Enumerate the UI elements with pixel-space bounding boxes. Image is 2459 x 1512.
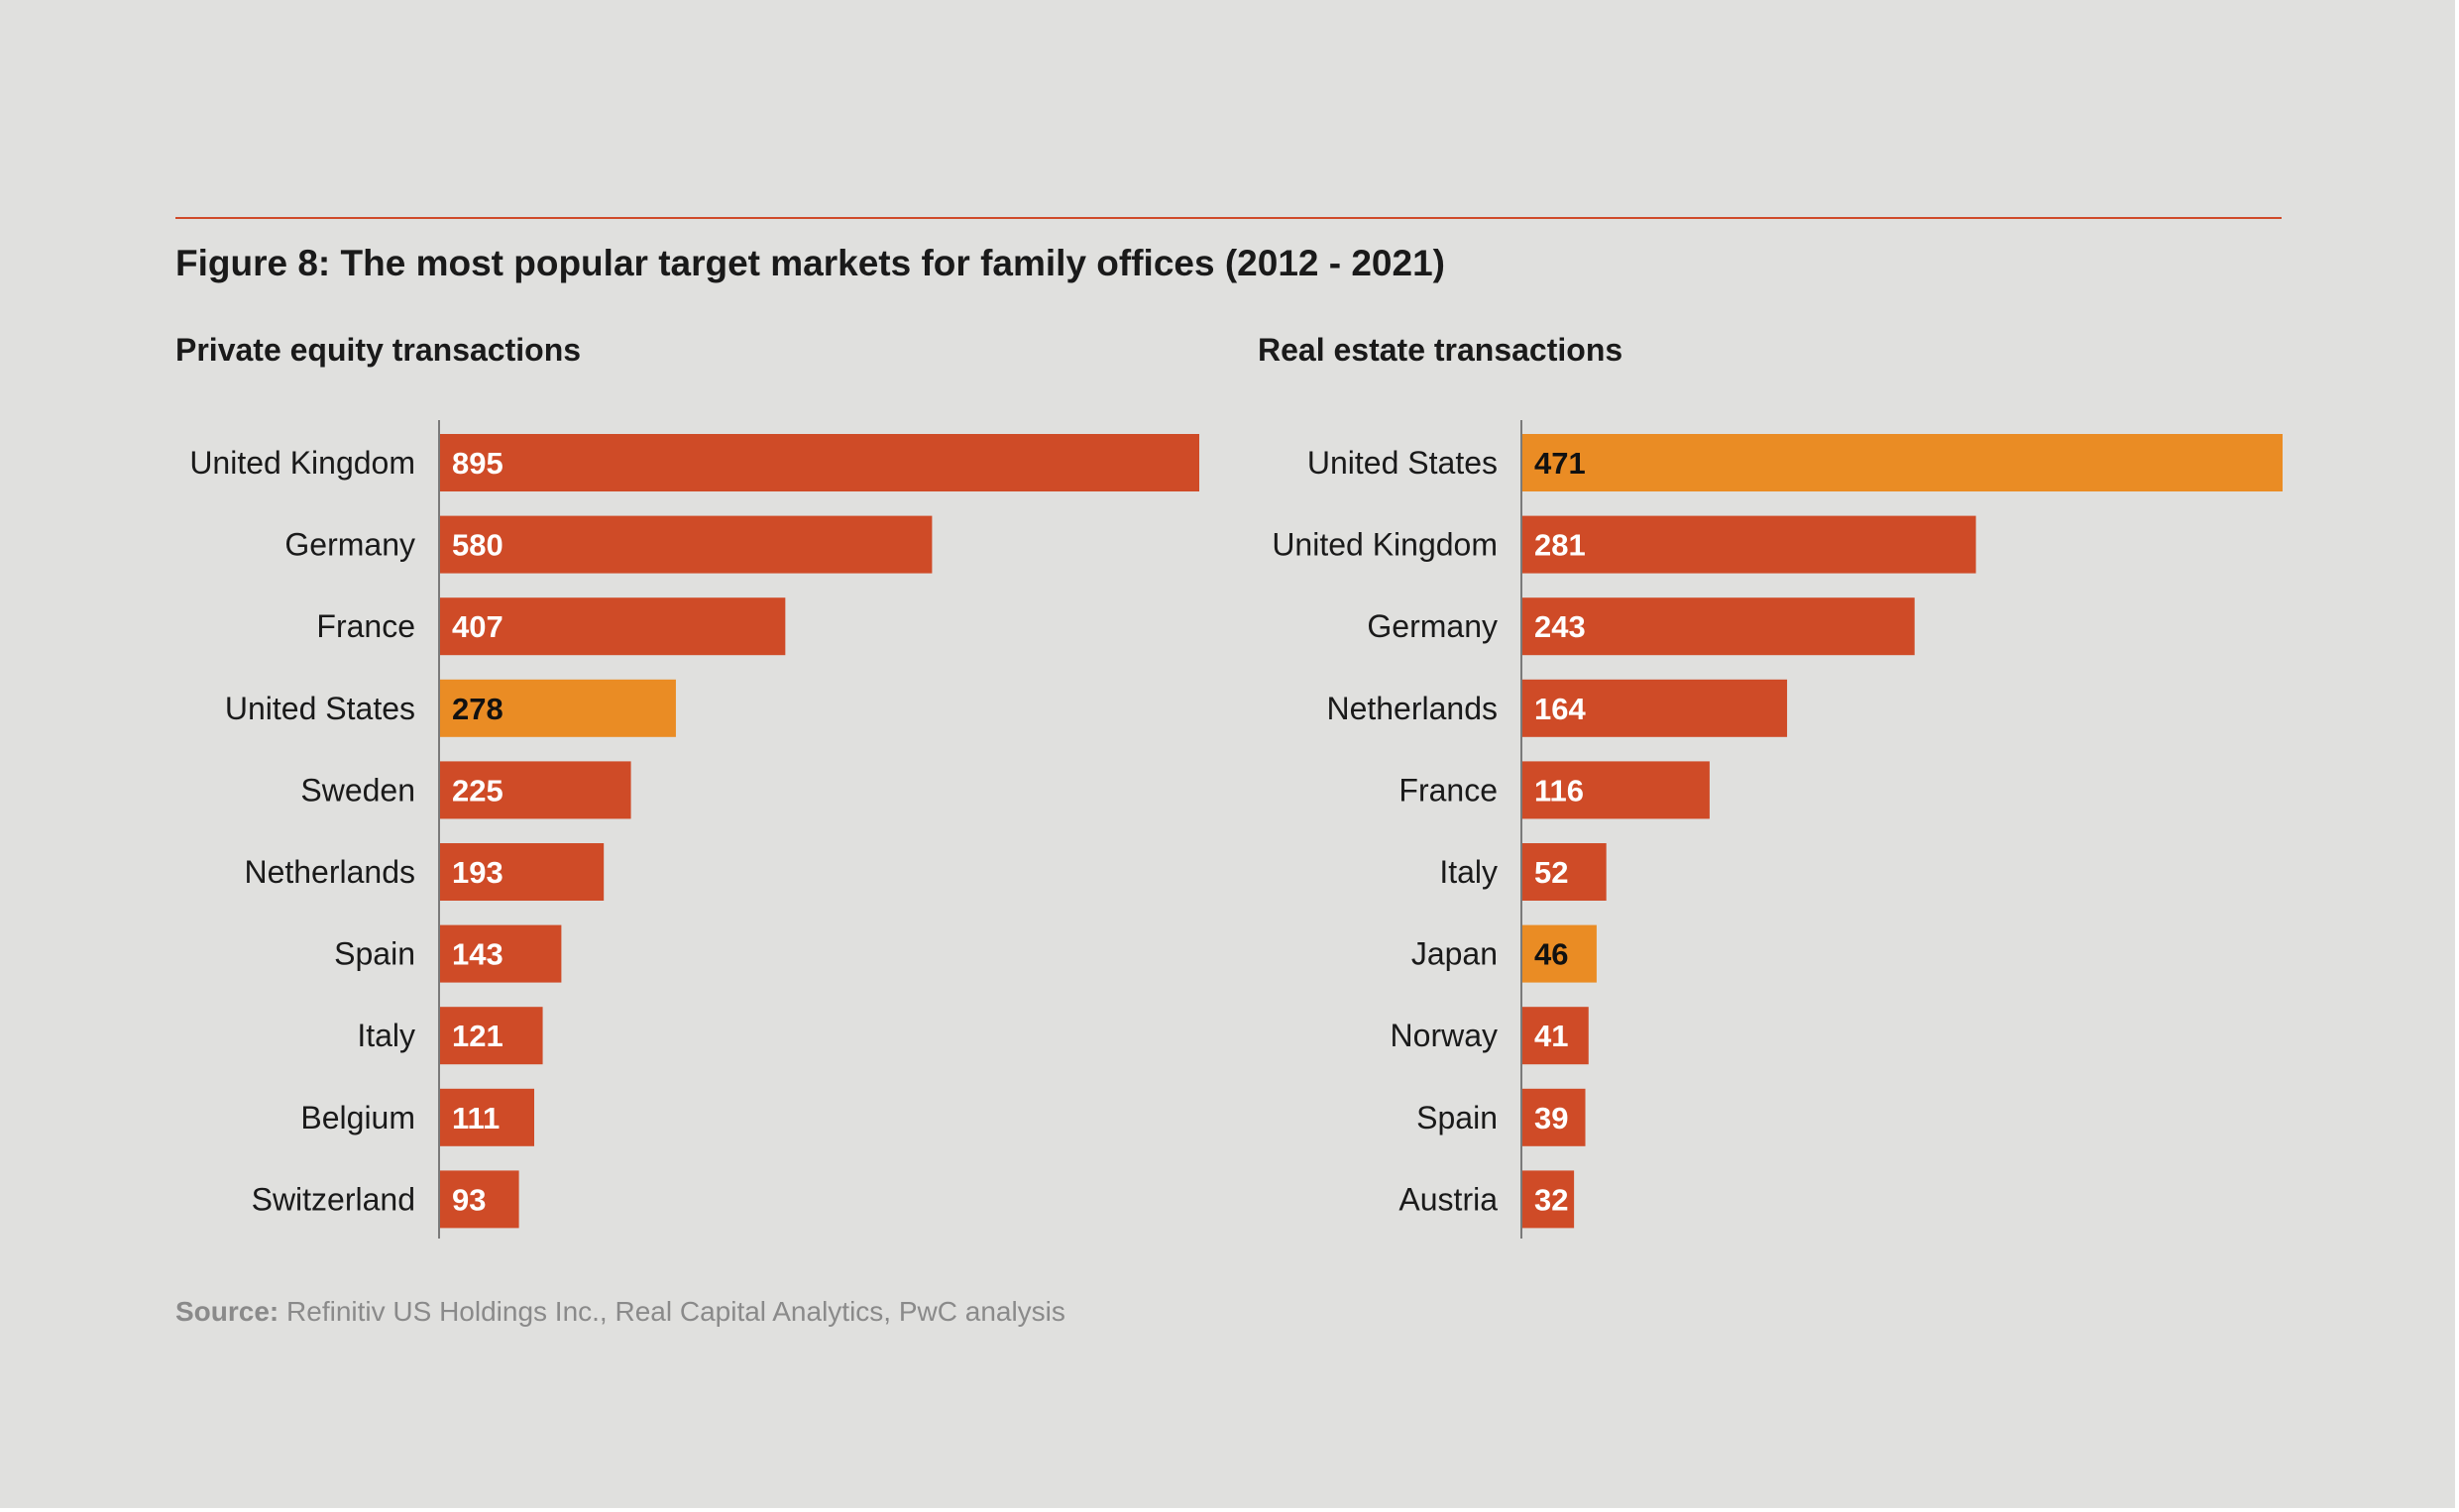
- data-label: 407: [452, 609, 503, 644]
- category-label: Japan: [1411, 936, 1498, 972]
- category-label: Netherlands: [244, 854, 415, 890]
- source-note: Source: Refinitiv US Holdings Inc., Real…: [175, 1296, 1065, 1327]
- bar: [1522, 597, 1915, 656]
- bar: [1522, 434, 2283, 491]
- data-label: 193: [452, 855, 503, 890]
- real-estate-chart: United States 471 United Kingdom 281 Germany…: [1272, 420, 2283, 1239]
- bar: [1522, 679, 1788, 737]
- data-label: 580: [452, 528, 503, 563]
- bar: [1522, 1088, 1586, 1146]
- data-label: 39: [1534, 1101, 1568, 1135]
- category-label: France: [1398, 772, 1498, 808]
- data-label: 52: [1534, 855, 1568, 890]
- bar: [440, 434, 1199, 491]
- data-label: 225: [452, 773, 503, 808]
- data-label: 471: [1534, 446, 1586, 481]
- bar: [1522, 1170, 1575, 1229]
- category-label: Germany: [1367, 608, 1498, 644]
- category-label: Sweden: [300, 772, 415, 808]
- data-label: 143: [452, 937, 503, 972]
- data-label: 278: [452, 692, 503, 726]
- bar: [440, 1007, 543, 1065]
- bar: [1522, 924, 1597, 983]
- category-label: Norway: [1391, 1018, 1498, 1053]
- category-label: France: [316, 608, 415, 644]
- figure-title: Figure 8: The most popular target market…: [175, 243, 1445, 283]
- bar: [440, 679, 676, 737]
- source-text: Refinitiv US Holdings Inc., Real Capital…: [279, 1296, 1065, 1327]
- data-label: 164: [1534, 692, 1586, 726]
- category-label: Italy: [357, 1018, 415, 1053]
- data-label: 243: [1534, 609, 1586, 644]
- data-label: 32: [1534, 1182, 1568, 1217]
- bar: [440, 597, 786, 656]
- title-rule: [175, 217, 2282, 219]
- source-label: Source:: [175, 1296, 279, 1327]
- data-label: 116: [1534, 773, 1584, 808]
- bar: [1522, 761, 1710, 819]
- bar: [440, 924, 562, 983]
- bar: [440, 843, 605, 901]
- category-label: United States: [1307, 445, 1498, 481]
- category-label: Germany: [284, 527, 415, 563]
- bar: [1522, 515, 1976, 574]
- data-label: 281: [1534, 528, 1586, 563]
- data-label: 111: [452, 1101, 500, 1135]
- bar: [440, 515, 933, 574]
- left-chart-title: Private equity transactions: [175, 332, 581, 368]
- data-label: 121: [452, 1019, 503, 1053]
- category-label: United Kingdom: [1272, 527, 1498, 563]
- category-label: Netherlands: [1326, 691, 1498, 726]
- private-equity-chart: United Kingdom 895 Germany 580 France 407 Unit…: [189, 420, 1199, 1239]
- data-label: 93: [452, 1182, 486, 1217]
- right-chart-title: Real estate transactions: [1258, 332, 1622, 368]
- bar: [440, 1088, 535, 1146]
- category-label: Italy: [1439, 854, 1498, 890]
- category-label: Spain: [1416, 1100, 1498, 1135]
- bar: [1522, 1007, 1589, 1065]
- data-label: 41: [1534, 1019, 1568, 1053]
- data-label: 46: [1534, 937, 1568, 972]
- category-label: Austria: [1398, 1181, 1498, 1217]
- category-label: United States: [225, 691, 415, 726]
- bar: [1522, 843, 1607, 901]
- data-label: 895: [452, 446, 503, 481]
- bar: [440, 761, 631, 819]
- category-label: Switzerland: [252, 1181, 415, 1217]
- category-label: United Kingdom: [189, 445, 415, 481]
- category-label: Belgium: [300, 1100, 415, 1135]
- category-label: Spain: [334, 936, 415, 972]
- bar: [440, 1170, 519, 1229]
